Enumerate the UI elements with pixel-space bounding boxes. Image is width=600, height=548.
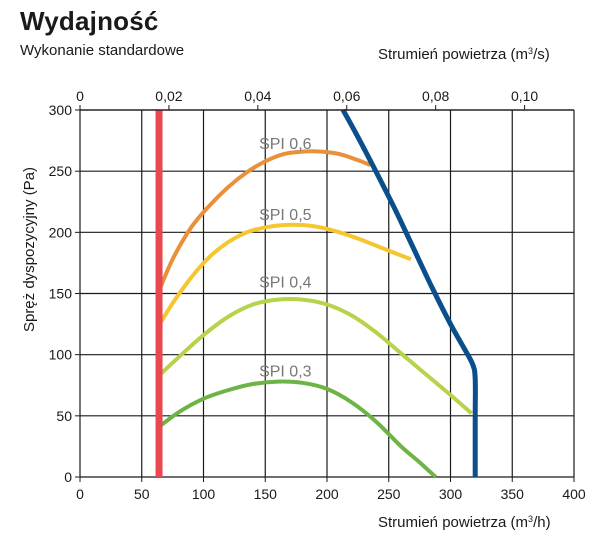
chart-title: Wydajność: [20, 6, 159, 36]
bottom-axis-title: Strumień powietrza (m3/h): [378, 514, 551, 531]
series-label-04: SPI 0,4: [259, 274, 312, 291]
grid: [79, 109, 575, 478]
y-tick-label: 300: [49, 102, 73, 118]
x-tick-label: 200: [315, 486, 339, 502]
y-axis-title: Spręż dyspozycyjny (Pa): [21, 167, 38, 332]
label-layer: SPI 0,6 SPI 0,5 SPI 0,4 SPI 0,3: [259, 136, 312, 381]
y-tick-label: 0: [64, 469, 72, 485]
spi-curve-04: [157, 297, 473, 415]
top-tick-label: 0,10: [511, 88, 538, 104]
top-tick-label: 0,02: [155, 88, 182, 104]
series-label-05: SPI 0,5: [259, 207, 312, 224]
chart-subtitle: Wykonanie standardowe: [20, 42, 185, 59]
y-tick-label: 250: [49, 163, 73, 179]
bottom-axis-title-text: Strumień powietrza (m: [378, 514, 529, 531]
x-tick-label: 150: [254, 486, 278, 502]
x-tick-label: 350: [501, 486, 525, 502]
y-tick-label: 150: [49, 286, 73, 302]
x-tick-label: 300: [439, 486, 463, 502]
x-tick-label: 100: [192, 486, 216, 502]
top-axis-title-text: Strumień powietrza (m: [378, 46, 529, 63]
top-axis-title-tail: /s): [533, 46, 550, 63]
spi-curve-03: [157, 379, 438, 479]
x-tick-label: 0: [76, 486, 84, 502]
series-layer: [155, 108, 478, 479]
y-tick-label: 50: [56, 408, 72, 424]
top-tick-label: 0,06: [333, 88, 360, 104]
top-tick-label: 0: [76, 88, 84, 104]
y-tick-label: 100: [49, 347, 73, 363]
top-axis-title: Strumień powietrza (m3/s): [378, 46, 550, 63]
x-tick-label: 400: [562, 486, 586, 502]
bottom-axis-title-tail: /h): [533, 514, 551, 531]
y-tick-label: 200: [49, 224, 73, 240]
series-label-06: SPI 0,6: [259, 136, 312, 153]
x-tick-label: 50: [134, 486, 150, 502]
bottom-axis-title-sup: 3: [528, 514, 534, 524]
fan-curve: [340, 108, 478, 477]
spi-curve-06: [157, 149, 371, 292]
top-tick-label: 0,08: [422, 88, 449, 104]
top-tick-label: 0,04: [244, 88, 271, 104]
top-axis-title-sup: 3: [528, 46, 534, 56]
spi-curve-05: [157, 222, 412, 327]
x-tick-label: 250: [377, 486, 401, 502]
series-label-03: SPI 0,3: [259, 364, 312, 381]
